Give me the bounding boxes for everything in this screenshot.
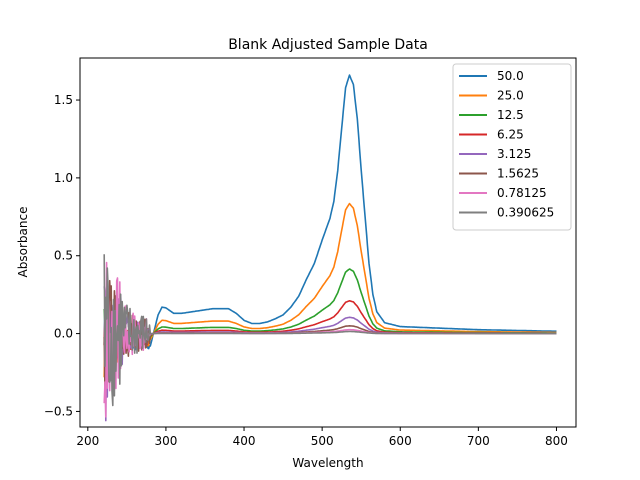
legend-box bbox=[452, 63, 572, 231]
y-tick-label: 1.5 bbox=[54, 93, 73, 107]
series-line bbox=[103, 254, 557, 407]
y-tick-label: 0.0 bbox=[54, 327, 73, 341]
x-axis: 200 300 400 500 600 700 800 bbox=[76, 427, 568, 448]
x-tick-label: 200 bbox=[76, 434, 99, 448]
legend-label: 3.125 bbox=[497, 147, 531, 161]
legend-label: 0.78125 bbox=[497, 186, 547, 200]
y-tick-label: −0.5 bbox=[44, 404, 73, 418]
plot-frame bbox=[79, 57, 577, 428]
legend-label: 1.5625 bbox=[497, 167, 539, 181]
legend-label: 12.5 bbox=[497, 108, 524, 122]
x-tick-label: 800 bbox=[545, 434, 568, 448]
series-line bbox=[103, 261, 557, 418]
x-axis-title: Wavelength bbox=[292, 456, 363, 470]
x-tick-label: 600 bbox=[389, 434, 412, 448]
y-tick-label: 1.0 bbox=[54, 171, 73, 185]
series-line bbox=[103, 202, 557, 378]
y-axis: −0.5 0.0 0.5 1.0 1.5 bbox=[44, 93, 80, 418]
legend: 50.0 25.0 12.5 6.25 3.125 1.5625 0.78125 0.3906… bbox=[452, 63, 572, 231]
series-layer bbox=[103, 74, 557, 422]
y-tick-label: 0.5 bbox=[54, 249, 73, 263]
x-tick-label: 700 bbox=[467, 434, 490, 448]
series-line bbox=[103, 286, 557, 422]
x-tick-label: 500 bbox=[311, 434, 334, 448]
x-tick-label: 400 bbox=[233, 434, 256, 448]
chart-title: Blank Adjusted Sample Data bbox=[228, 37, 428, 53]
y-axis-title: Absorbance bbox=[16, 207, 30, 278]
legend-label: 6.25 bbox=[497, 128, 524, 142]
legend-label: 0.390625 bbox=[497, 206, 554, 220]
legend-label: 50.0 bbox=[497, 69, 524, 83]
series-line bbox=[103, 74, 557, 359]
legend-label: 25.0 bbox=[497, 89, 524, 103]
x-tick-label: 300 bbox=[154, 434, 177, 448]
series-line bbox=[103, 279, 557, 393]
